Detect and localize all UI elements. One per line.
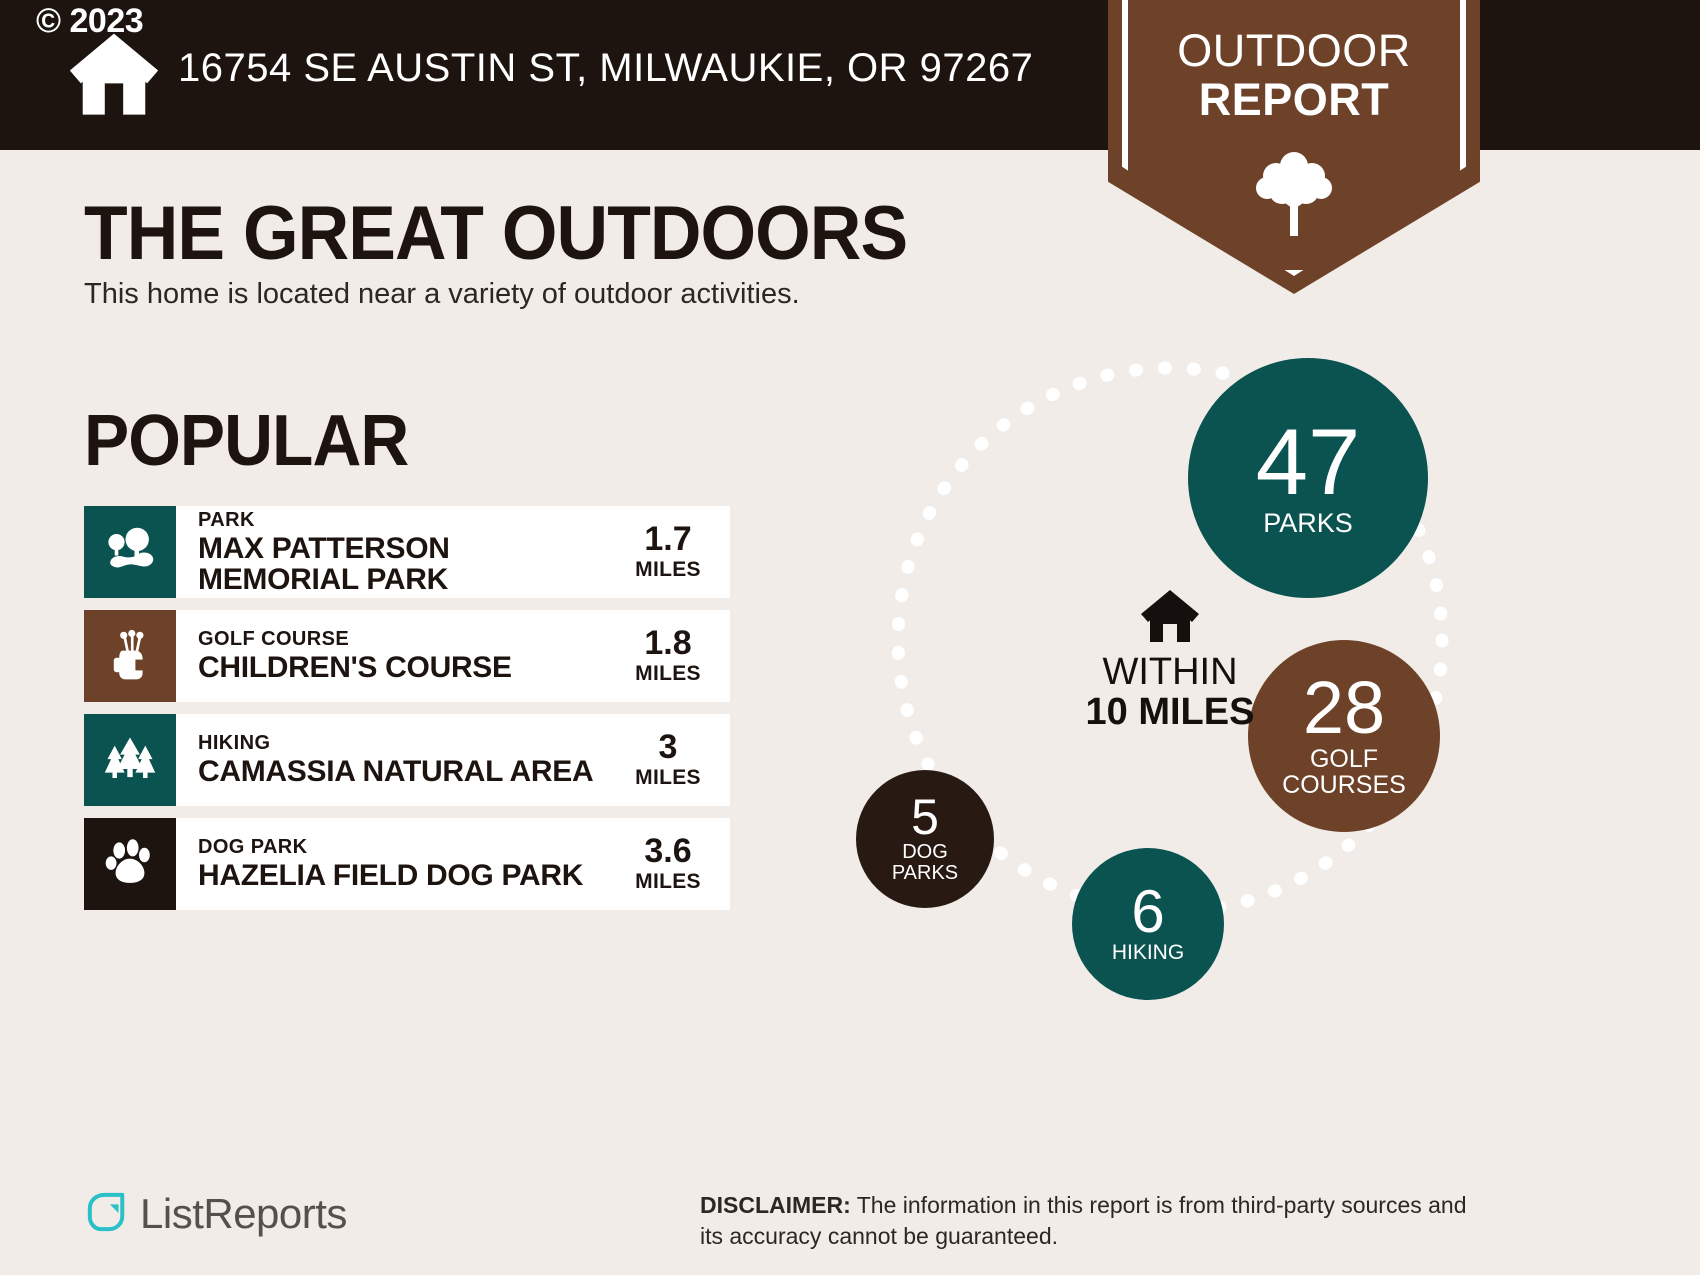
bubble-dogparks-value: 5 — [911, 789, 939, 846]
badge-title: OUTDOOR REPORT — [1108, 28, 1480, 122]
distance-value: 1.8 — [644, 624, 692, 662]
bubble-parks-value: 47 — [1255, 408, 1361, 514]
distance-value: 1.7 — [644, 520, 692, 558]
chart-center-label: WITHIN 10 MILES — [1035, 588, 1305, 733]
list-item[interactable]: DOG PARK HAZELIA FIELD DOG PARK 3.6 MILE… — [84, 818, 730, 910]
popular-list: PARK MAX PATTERSON MEMORIAL PARK 1.7 MIL… — [84, 506, 730, 922]
bubble-golf-label: GOLF COURSES — [1282, 746, 1406, 798]
property-address: 16754 SE AUSTIN ST, MILWAUKIE, OR 97267 — [178, 46, 1034, 90]
bubble-dogparks-label: DOG PARKS — [892, 842, 958, 884]
bubble-hiking[interactable]: 6 HIKING — [1072, 848, 1224, 1000]
paw-print-icon — [84, 818, 176, 910]
list-item-body: GOLF COURSE CHILDREN'S COURSE — [176, 610, 612, 702]
listreports-logo-text: ListReports — [140, 1190, 347, 1237]
list-item-category: DOG PARK — [198, 836, 308, 859]
bubble-dogparks-label-line2: PARKS — [891, 862, 959, 884]
bubble-hiking-value: 6 — [1131, 877, 1165, 945]
list-item-category: GOLF COURSE — [198, 628, 350, 651]
center-label-line2: 10 MILES — [1085, 690, 1255, 733]
popular-heading: POPULAR — [84, 401, 409, 481]
list-item[interactable]: GOLF COURSE CHILDREN'S COURSE 1.8 MILES — [84, 610, 730, 702]
within-10-miles-chart: 47 PARKS 28 GOLF COURSES 6 HIKING 5 DOG … — [820, 340, 1520, 1020]
distance-value: 3 — [658, 728, 678, 766]
badge-title-line2: REPORT — [1198, 74, 1390, 125]
list-item-body: HIKING CAMASSIA NATURAL AREA — [176, 714, 612, 806]
center-label-line1: WITHIN — [1102, 651, 1238, 693]
bubble-golf-label-line2: COURSES — [1282, 770, 1406, 799]
outdoor-report-badge: OUTDOOR REPORT — [1108, 0, 1480, 294]
list-item-distance: 1.7 MILES — [612, 506, 730, 598]
listreports-logo[interactable]: ListReports — [86, 1190, 347, 1238]
badge-inner-border — [1122, 0, 1466, 276]
list-item-category: PARK — [198, 508, 255, 531]
park-trees-icon — [84, 506, 176, 598]
page-title: THE GREAT OUTDOORS — [84, 191, 908, 276]
distance-value: 3.6 — [644, 832, 692, 870]
bubble-golf-label-line1: GOLF — [1309, 744, 1379, 773]
dotted-ring — [891, 361, 1449, 919]
badge-title-line1: OUTDOOR — [1177, 25, 1411, 76]
list-item-name: CHILDREN'S COURSE — [198, 651, 512, 685]
disclaimer-label: DISCLAIMER: — [700, 1192, 851, 1218]
bubble-parks-label: PARKS — [1263, 508, 1353, 539]
list-item-category: HIKING — [198, 732, 271, 755]
distance-unit: MILES — [635, 558, 701, 581]
list-item[interactable]: HIKING CAMASSIA NATURAL AREA 3 MILES — [84, 714, 730, 806]
distance-unit: MILES — [635, 662, 701, 685]
page-subtitle: This home is located near a variety of o… — [84, 278, 800, 310]
listreports-logo-icon — [86, 1191, 128, 1238]
list-item-distance: 3 MILES — [612, 714, 730, 806]
golf-bag-icon — [84, 610, 176, 702]
disclaimer: DISCLAIMER: The information in this repo… — [700, 1190, 1490, 1252]
distance-unit: MILES — [635, 766, 701, 789]
copyright-label: © 2023 — [36, 2, 144, 40]
list-item-distance: 3.6 MILES — [612, 818, 730, 910]
list-item-name: CAMASSIA NATURAL AREA — [198, 755, 594, 789]
list-item[interactable]: PARK MAX PATTERSON MEMORIAL PARK 1.7 MIL… — [84, 506, 730, 598]
list-item-name: HAZELIA FIELD DOG PARK — [198, 859, 584, 893]
bubble-parks[interactable]: 47 PARKS — [1188, 358, 1428, 598]
bubble-golf-courses[interactable]: 28 GOLF COURSES — [1248, 640, 1440, 832]
bubble-dogparks-label-line1: DOG — [902, 841, 948, 864]
list-item-name: MAX PATTERSON MEMORIAL PARK — [198, 531, 450, 596]
list-item-body: PARK MAX PATTERSON MEMORIAL PARK — [176, 506, 612, 598]
bubble-hiking-label: HIKING — [1111, 941, 1185, 965]
distance-unit: MILES — [635, 870, 701, 893]
list-item-distance: 1.8 MILES — [612, 610, 730, 702]
pine-trees-icon — [84, 714, 176, 806]
list-item-body: DOG PARK HAZELIA FIELD DOG PARK — [176, 818, 612, 910]
home-icon — [68, 30, 160, 115]
bubble-dog-parks[interactable]: 5 DOG PARKS — [856, 770, 994, 908]
home-icon — [1139, 590, 1201, 646]
tree-icon — [1254, 150, 1334, 236]
bubble-golf-value: 28 — [1302, 666, 1386, 750]
disclaimer-text: The information in this report is from t… — [700, 1192, 1467, 1250]
